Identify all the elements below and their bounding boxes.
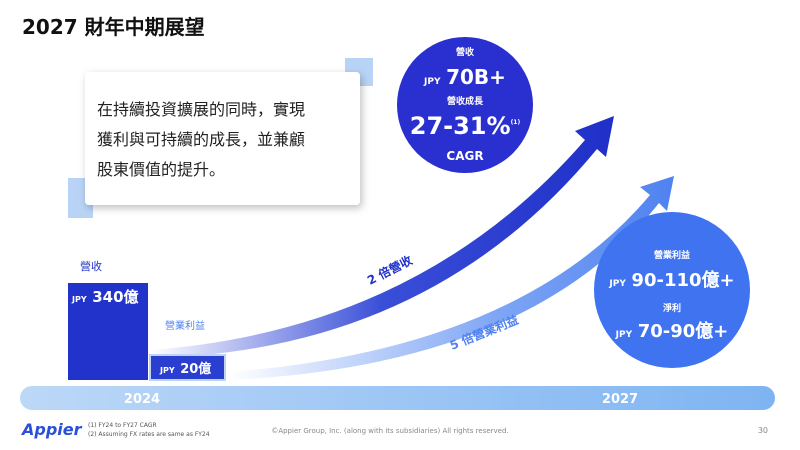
page-number: 30	[758, 426, 768, 435]
bar-value: JPY 20億	[159, 358, 211, 377]
callout-box	[85, 72, 360, 205]
timeline-label: 2027	[602, 392, 638, 407]
text-part: JPY	[608, 279, 626, 289]
callout-line: 在持續投資擴展的同時，實現	[97, 100, 305, 119]
text-part: JPY	[71, 295, 87, 304]
timeline-label: 2024	[124, 392, 160, 407]
timeline	[20, 386, 775, 410]
bar-label: 營收	[80, 259, 102, 273]
copyright: ©Appier Group, Inc. (along with its subs…	[271, 427, 508, 435]
revenue-circle	[397, 37, 533, 173]
callout-line: 獲利與可持續的成長，並兼顧	[97, 130, 305, 149]
footnote: (1) FY24 to FY27 CAGR	[88, 422, 157, 429]
footnote: (2) Assuming FX rates are same as FY24	[88, 431, 210, 438]
text-part: 340億	[92, 288, 138, 306]
circle-text: CAGR	[446, 149, 483, 163]
text-part: JPY	[615, 330, 633, 340]
logo: Appier	[20, 420, 83, 439]
bar-value: JPY 340億	[71, 287, 139, 306]
circle-text: 營收	[455, 46, 474, 58]
circle-text: JPY 90-110億+	[608, 269, 734, 291]
revenue-arrow	[150, 116, 614, 358]
text-part: 70B+	[446, 65, 506, 89]
circle-text: 27-31%(1)	[410, 112, 521, 140]
text-part: 20億	[180, 361, 211, 377]
circle-text: JPY 70-90億+	[615, 320, 729, 342]
circle-text: JPY 70B+	[423, 65, 506, 89]
callout-line: 股東價值的提升。	[97, 160, 225, 179]
circle-text: 淨利	[662, 302, 681, 314]
profit-circle	[594, 212, 750, 368]
profit-bar	[149, 354, 226, 381]
text-part: JPY	[423, 77, 441, 87]
text-part: 27-31%	[410, 112, 511, 140]
text-part: 70-90億+	[638, 320, 729, 342]
revenue-bar	[68, 283, 148, 380]
profit-arrow	[228, 176, 674, 380]
circle-text: 營業利益	[653, 249, 690, 261]
title: 2027 財年中期展望	[22, 15, 205, 39]
bar-label: 營業利益	[165, 319, 205, 332]
text-part: JPY	[159, 366, 175, 375]
text-part: 90-110億+	[631, 269, 734, 291]
circle-text: 營收成長	[446, 95, 484, 107]
text-part: (1)	[511, 119, 521, 126]
